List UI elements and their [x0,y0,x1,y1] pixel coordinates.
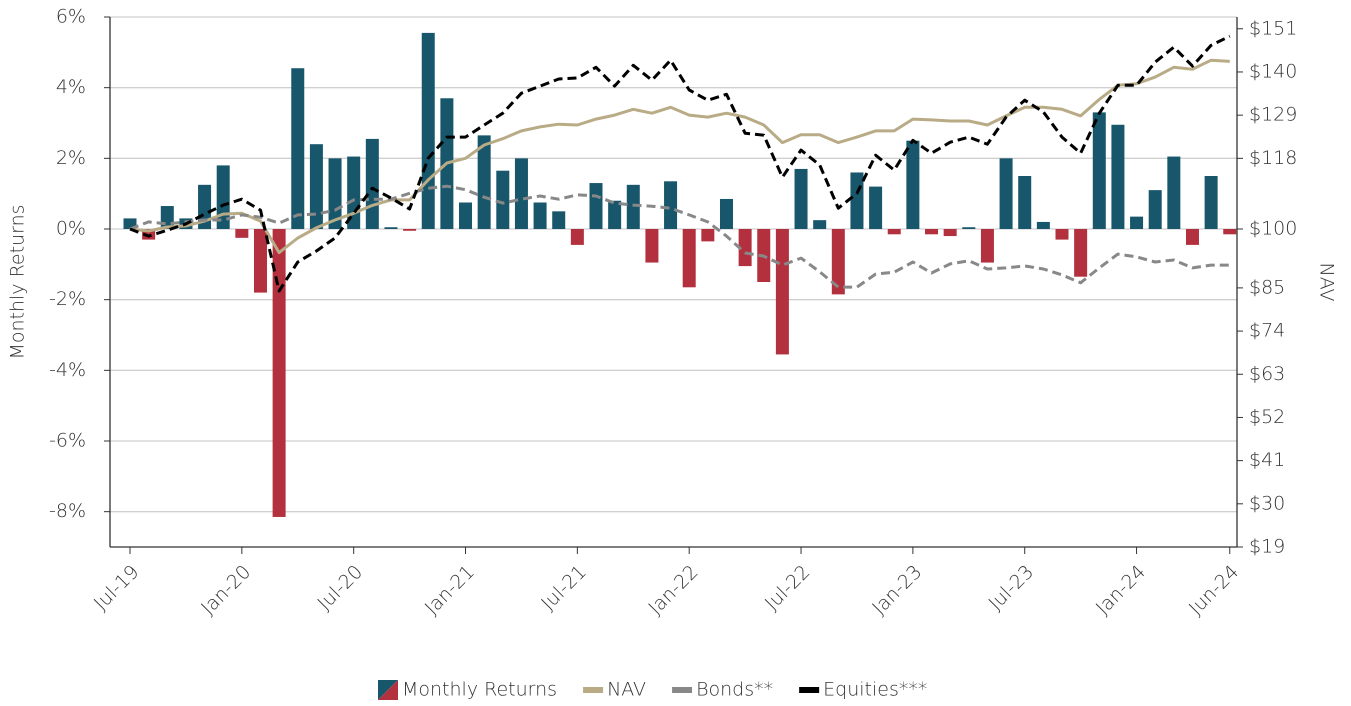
x-tick-label: Jan-24 [1092,561,1150,619]
line-1 [129,58,1230,255]
legend-label: Bonds** [696,679,773,701]
bar [496,170,510,229]
y-axis-title: Monthly Returns [7,204,29,359]
bar [664,181,678,229]
y-tick-label: -8% [49,500,86,522]
bar [309,144,323,229]
x-tick-label: Jan-23 [868,561,926,619]
legend-swatch [378,680,398,700]
bar [1111,124,1125,229]
bar [906,140,920,229]
y2-tick-label: $30 [1249,492,1285,514]
y-tick-label: 4% [56,76,86,98]
x-tick-label: Jan-22 [644,561,702,619]
bar [589,183,603,229]
y2-axis-title: NAV [1316,263,1338,302]
bar [403,229,417,231]
bar [1204,176,1218,229]
x-tick-label: Jul-19 [90,561,144,615]
bar [1223,229,1237,235]
y2-tick-label: $140 [1249,60,1297,82]
bar [1148,190,1162,229]
y-tick-label: -2% [49,288,86,310]
bar [1092,112,1106,229]
bar [943,229,957,237]
bar [365,138,379,229]
bar [253,229,267,293]
bar [123,218,137,229]
line-3 [129,34,1231,293]
bar [831,229,845,295]
x-tick-label: Jul-20 [313,561,367,615]
x-tick-label: Jul-22 [761,561,815,615]
bar [1055,229,1069,240]
bar [421,32,435,230]
bar [1185,229,1199,245]
bar [999,158,1013,229]
bar [813,220,827,229]
x-tick-label: Jul-21 [537,561,591,615]
bar [794,168,808,229]
bar [533,202,547,229]
y2-tick-label: $41 [1249,449,1285,471]
bar [384,227,398,229]
bar [477,135,491,229]
y-tick-label: -4% [49,359,86,381]
bar [682,229,696,288]
bar [570,229,584,245]
bar [235,229,249,238]
bar [514,158,528,229]
legend-label: Monthly Returns [402,679,557,701]
y2-tick-label: $52 [1249,406,1285,428]
bar [962,227,976,229]
bar [869,186,883,229]
y2-tick-label: $129 [1249,104,1297,126]
bar [1074,229,1088,277]
bar [459,202,473,229]
y2-tick-label: $63 [1249,363,1285,385]
bar [552,211,566,229]
bar [272,229,286,517]
bar [925,229,939,235]
bar [850,172,864,229]
y-tick-label: 6% [56,6,86,28]
bar [980,229,994,263]
bar [1130,216,1144,229]
bar [719,198,733,229]
x-tick-label: Jun-24 [1185,561,1244,620]
legend-label: Equities*** [823,679,927,701]
bar [608,200,622,229]
x-tick-label: Jan-20 [197,561,255,619]
y2-tick-label: $118 [1249,147,1297,169]
bar [1018,176,1032,229]
bar [1036,221,1050,229]
y2-tick-label: $151 [1249,17,1297,39]
y-tick-label: -6% [49,430,86,452]
bar [142,229,156,240]
y-tick-label: 2% [56,147,86,169]
x-tick-label: Jan-21 [421,561,479,619]
legend-label: NAV [607,679,646,701]
bar [645,229,659,263]
y-tick-label: 0% [56,218,86,240]
bar [738,229,752,267]
y2-tick-label: $19 [1249,536,1285,558]
bar [626,184,640,229]
y2-tick-label: $85 [1249,276,1285,298]
y2-tick-label: $74 [1249,320,1285,342]
bar [775,229,789,355]
line-2 [129,184,1230,289]
y2-tick-label: $100 [1249,218,1297,240]
bar [291,68,305,229]
bar [701,229,715,242]
bar [887,229,901,235]
bar [198,184,212,229]
x-tick-label: Jul-23 [984,561,1038,615]
bar [328,158,342,229]
bar [1167,156,1181,229]
